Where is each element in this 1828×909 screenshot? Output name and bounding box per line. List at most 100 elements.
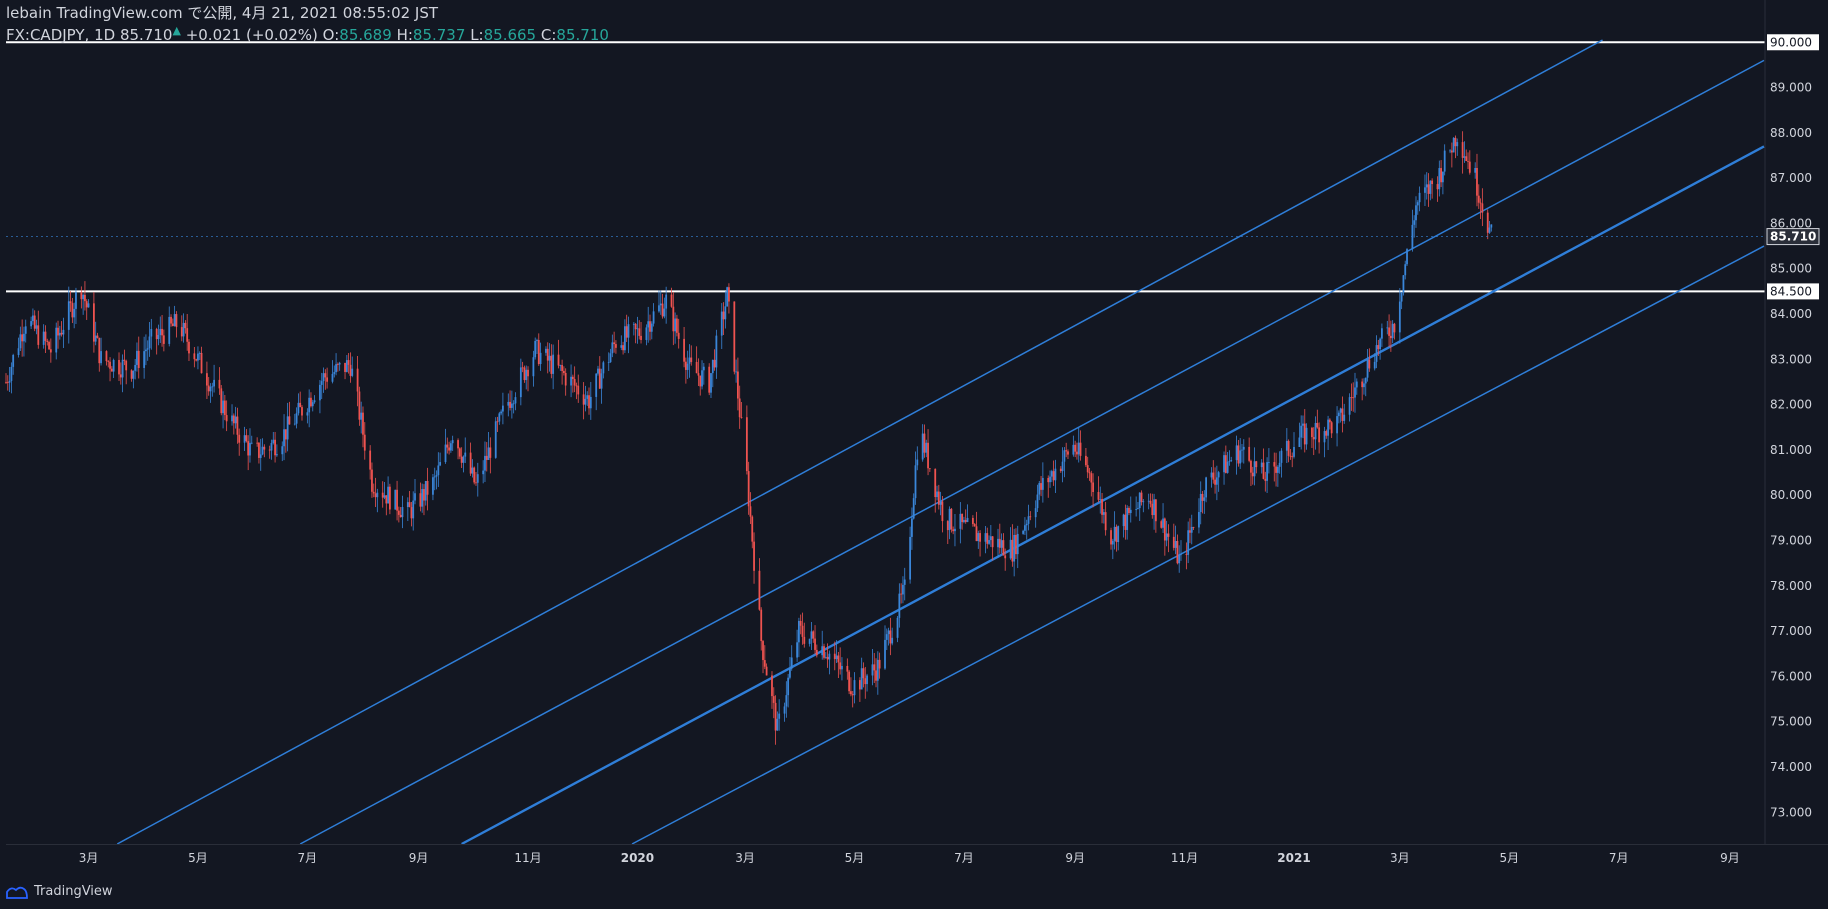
candle-body [975, 526, 978, 542]
candle-body [672, 306, 675, 332]
y-axis[interactable]: 73.000 74.000 75.000 76.000 77.000 78.000 79.0… [1766, 34, 1820, 819]
candle-body [921, 433, 924, 460]
candle-body [197, 353, 199, 361]
candle-body [787, 677, 790, 696]
candle-body [446, 444, 449, 448]
candle-body [1402, 275, 1405, 293]
candle-body [1124, 514, 1127, 530]
candle-body [168, 316, 171, 344]
candle-body [866, 675, 868, 685]
candle-body [1425, 184, 1428, 188]
candle-body [225, 415, 228, 422]
candle-body [1178, 554, 1181, 564]
y-tick-label: 77.000 [1770, 624, 1812, 638]
candle-body [1153, 499, 1155, 516]
candle-body [1088, 472, 1091, 474]
candle-body [414, 493, 416, 501]
candle-body [1235, 445, 1238, 461]
candle-body [711, 359, 714, 374]
candle-body [121, 359, 124, 378]
candle-body [815, 649, 818, 656]
candle-body [747, 471, 750, 507]
candle-body [1479, 202, 1482, 204]
candle-body [640, 335, 642, 340]
candle-body [1160, 521, 1163, 528]
x-tick-label: 9月 [1720, 851, 1740, 865]
candle-body [1224, 455, 1227, 473]
candle-body [627, 324, 630, 338]
channel-line[interactable] [116, 39, 1603, 845]
candle-body [950, 508, 953, 530]
candle-body [620, 345, 623, 348]
candle-body [1230, 460, 1233, 461]
candle-body [200, 352, 203, 374]
candle-body [62, 329, 65, 335]
candle-body [720, 311, 723, 336]
candle-body [688, 357, 691, 364]
candle-body [112, 359, 115, 372]
candle-body [94, 335, 97, 342]
candle-body [652, 311, 655, 324]
candle-body [611, 342, 614, 354]
candle-body [1248, 446, 1251, 461]
candle-body [959, 513, 962, 529]
price-tag-label: 90.000 [1770, 35, 1812, 49]
candle-body [1052, 471, 1055, 481]
candle-body [683, 338, 685, 362]
candle-body [1076, 451, 1078, 455]
candle-body [916, 459, 919, 466]
candle-body [701, 370, 703, 387]
candle-body [232, 415, 235, 424]
candle-body [150, 329, 153, 337]
candle-body [1102, 512, 1105, 515]
candle-body [283, 429, 285, 447]
candle-body [1490, 224, 1493, 228]
candle-body [797, 620, 800, 643]
candle-body [573, 379, 576, 386]
candle-body [46, 340, 49, 342]
candle-body [333, 372, 336, 374]
candle-body [997, 538, 999, 548]
candle-body [1149, 500, 1152, 504]
high-value: 85.737 [412, 26, 466, 44]
candle-body [462, 456, 465, 463]
candle-body [1237, 445, 1240, 464]
candle-body [1214, 479, 1216, 485]
trend-channel[interactable] [116, 39, 1765, 846]
candle-body [157, 335, 160, 340]
low-label: L: [470, 26, 484, 44]
candle-body [762, 641, 764, 661]
publish-info: lebain TradingView.com で公開, 4月 21, 2021 … [6, 4, 439, 22]
candle-body [1488, 227, 1491, 233]
candle-body [125, 360, 128, 371]
x-axis[interactable]: 3月 5月 7月 9月 11月 2020 3月 5月 7月 9月 11月 2021 3月 5月 7月 9月 [79, 851, 1740, 865]
horizontal-levels[interactable] [6, 41, 1765, 293]
candle-body [636, 328, 639, 330]
candle-body [823, 646, 825, 658]
candle-body [740, 417, 743, 418]
candle-body [489, 447, 492, 458]
candle-body [1054, 468, 1057, 481]
candle-body [1456, 142, 1459, 147]
candle-body [1067, 451, 1069, 455]
channel-line[interactable] [299, 59, 1765, 845]
candle-body [774, 702, 777, 731]
candle-body [143, 351, 146, 368]
candle-body [369, 450, 372, 470]
channel-line[interactable] [461, 145, 1765, 846]
candle-body [1450, 150, 1453, 153]
candle-body [12, 355, 15, 367]
candle-body [1305, 427, 1308, 445]
candle-body [936, 491, 938, 498]
candle-body [57, 327, 59, 336]
channel-line[interactable] [631, 245, 1765, 845]
y-tick-label: 88.000 [1770, 126, 1812, 140]
candle-body [293, 423, 296, 425]
candle-body [1174, 541, 1177, 548]
candle-body [1454, 137, 1457, 147]
candle-body [351, 368, 354, 376]
candle-body [749, 506, 752, 517]
candle-body [776, 718, 779, 731]
footer-brand[interactable]: TradingView [6, 884, 113, 899]
